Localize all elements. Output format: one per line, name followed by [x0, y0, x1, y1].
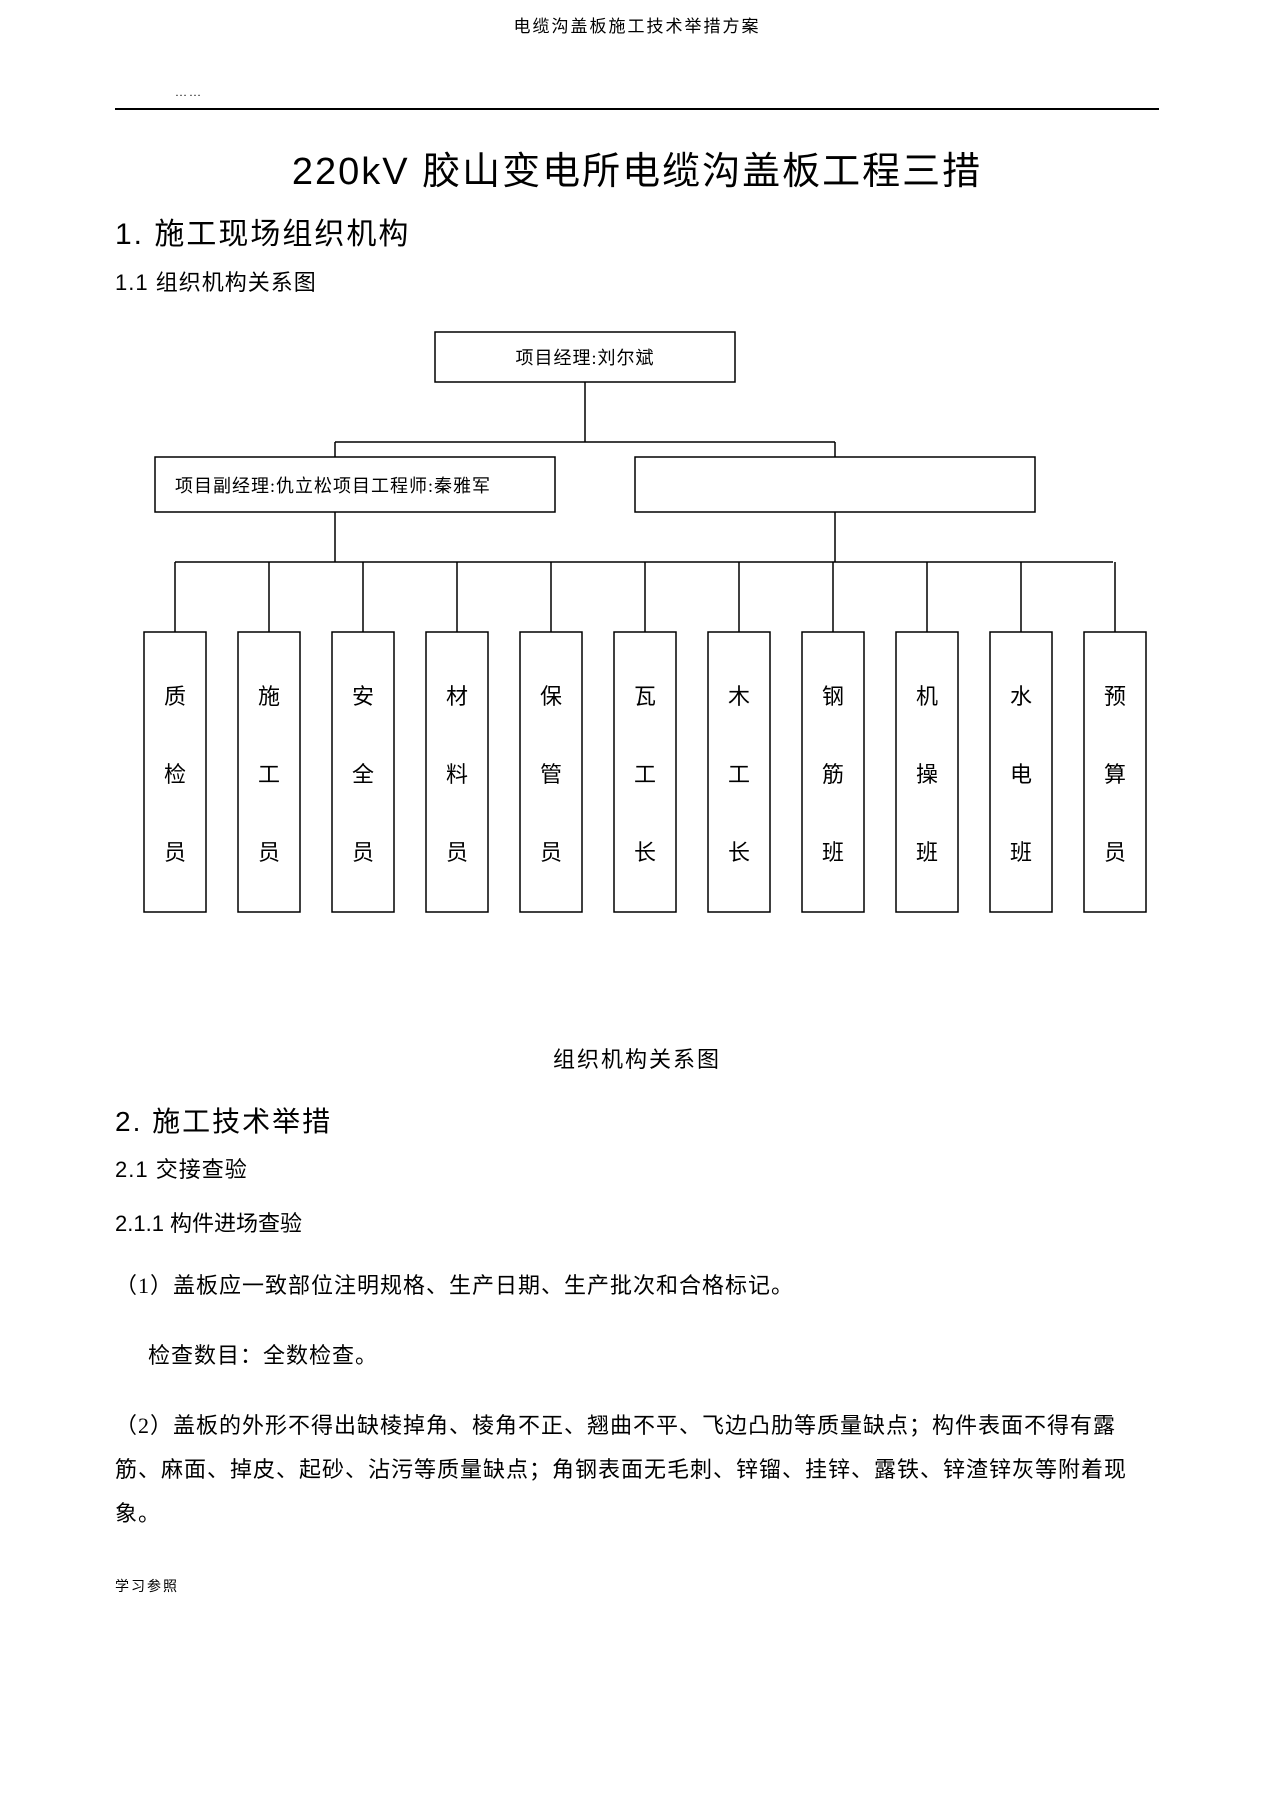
leaf-char: 电: [1010, 762, 1032, 787]
org-chart: 项目经理:刘尔斌 项目副经理:仇立松项目工程师:秦雅军 质检员 施工员 安全员 材料员…: [115, 322, 1159, 1002]
org-chart-svg: 项目经理:刘尔斌 项目副经理:仇立松项目工程师:秦雅军 质检员 施工员 安全员 材料员…: [115, 322, 1159, 1002]
section-1-1-heading: 1.1 组织机构关系图: [115, 265, 1274, 297]
leaf-char: 操: [916, 762, 938, 787]
node-deputy-manager: 项目副经理:仇立松项目工程师:秦雅军: [175, 476, 491, 496]
paragraph-2: （2）盖板的外形不得出缺棱掉角、棱角不正、翘曲不平、飞边凸肋等质量缺点；构件表面…: [115, 1404, 1159, 1536]
dots: ……: [175, 85, 1274, 100]
node-project-manager: 项目经理:刘尔斌: [515, 348, 654, 368]
leaf-char: 员: [258, 840, 280, 865]
leaf-char: 安: [352, 684, 374, 709]
leaf-char: 工: [728, 762, 750, 787]
leaf-char: 算: [1104, 762, 1126, 787]
leaf-char: 木: [728, 684, 750, 709]
leaf-char: 机: [916, 684, 938, 709]
leaf-char: 瓦: [634, 684, 656, 709]
leaf-char: 预: [1104, 684, 1126, 709]
section-2-1-1-heading: 2.1.1 构件进场查验: [115, 1206, 1274, 1238]
paragraph-1: （1）盖板应一致部位注明规格、生产日期、生产批次和合格标记。: [115, 1264, 1159, 1308]
leaf-char: 员: [1104, 840, 1126, 865]
leaf-char: 材: [446, 684, 468, 709]
node-empty-right: [635, 457, 1035, 512]
title-prefix: 220kV: [292, 151, 422, 193]
leaf-char: 检: [164, 762, 186, 787]
leaf-char: 管: [540, 762, 562, 787]
title-rest: 胶山变电所电缆沟盖板工程三措: [422, 151, 982, 193]
section-2-heading: 2. 施工技术举措: [115, 1100, 1274, 1140]
leaf-char: 员: [164, 840, 186, 865]
leaf-char: 工: [634, 762, 656, 787]
leaf-char: 班: [822, 840, 844, 865]
paragraph-1b: 检查数目：全数检查。: [115, 1334, 1159, 1378]
page-header: 电缆沟盖板施工技术举措方案: [0, 0, 1274, 37]
section-2-1-heading: 2.1 交接查验: [115, 1152, 1274, 1184]
leaf-char: 保: [540, 684, 562, 709]
chart-caption: 组织机构关系图: [0, 1042, 1274, 1074]
leaf-char: 质: [164, 684, 186, 709]
leaf-char: 工: [258, 762, 280, 787]
horizontal-rule: [115, 108, 1159, 110]
leaf-char: 钢: [822, 684, 844, 709]
leaf-char: 水: [1010, 684, 1032, 709]
leaf-char: 员: [446, 840, 468, 865]
leaf-char: 全: [352, 762, 374, 787]
section-1-heading: 1. 施工现场组织机构: [115, 209, 1274, 253]
main-title: 220kV 胶山变电所电缆沟盖板工程三措: [0, 140, 1274, 195]
leaf-char: 员: [540, 840, 562, 865]
leaf-char: 料: [446, 762, 468, 787]
leaf-char: 筋: [822, 762, 844, 787]
leaf-char: 长: [634, 840, 656, 865]
leaf-char: 长: [728, 840, 750, 865]
footer-text: 学习参照: [115, 1576, 1274, 1596]
leaf-char: 员: [352, 840, 374, 865]
leaf-char: 班: [1010, 840, 1032, 865]
leaf-char: 班: [916, 840, 938, 865]
leaf-char: 施: [258, 684, 280, 709]
